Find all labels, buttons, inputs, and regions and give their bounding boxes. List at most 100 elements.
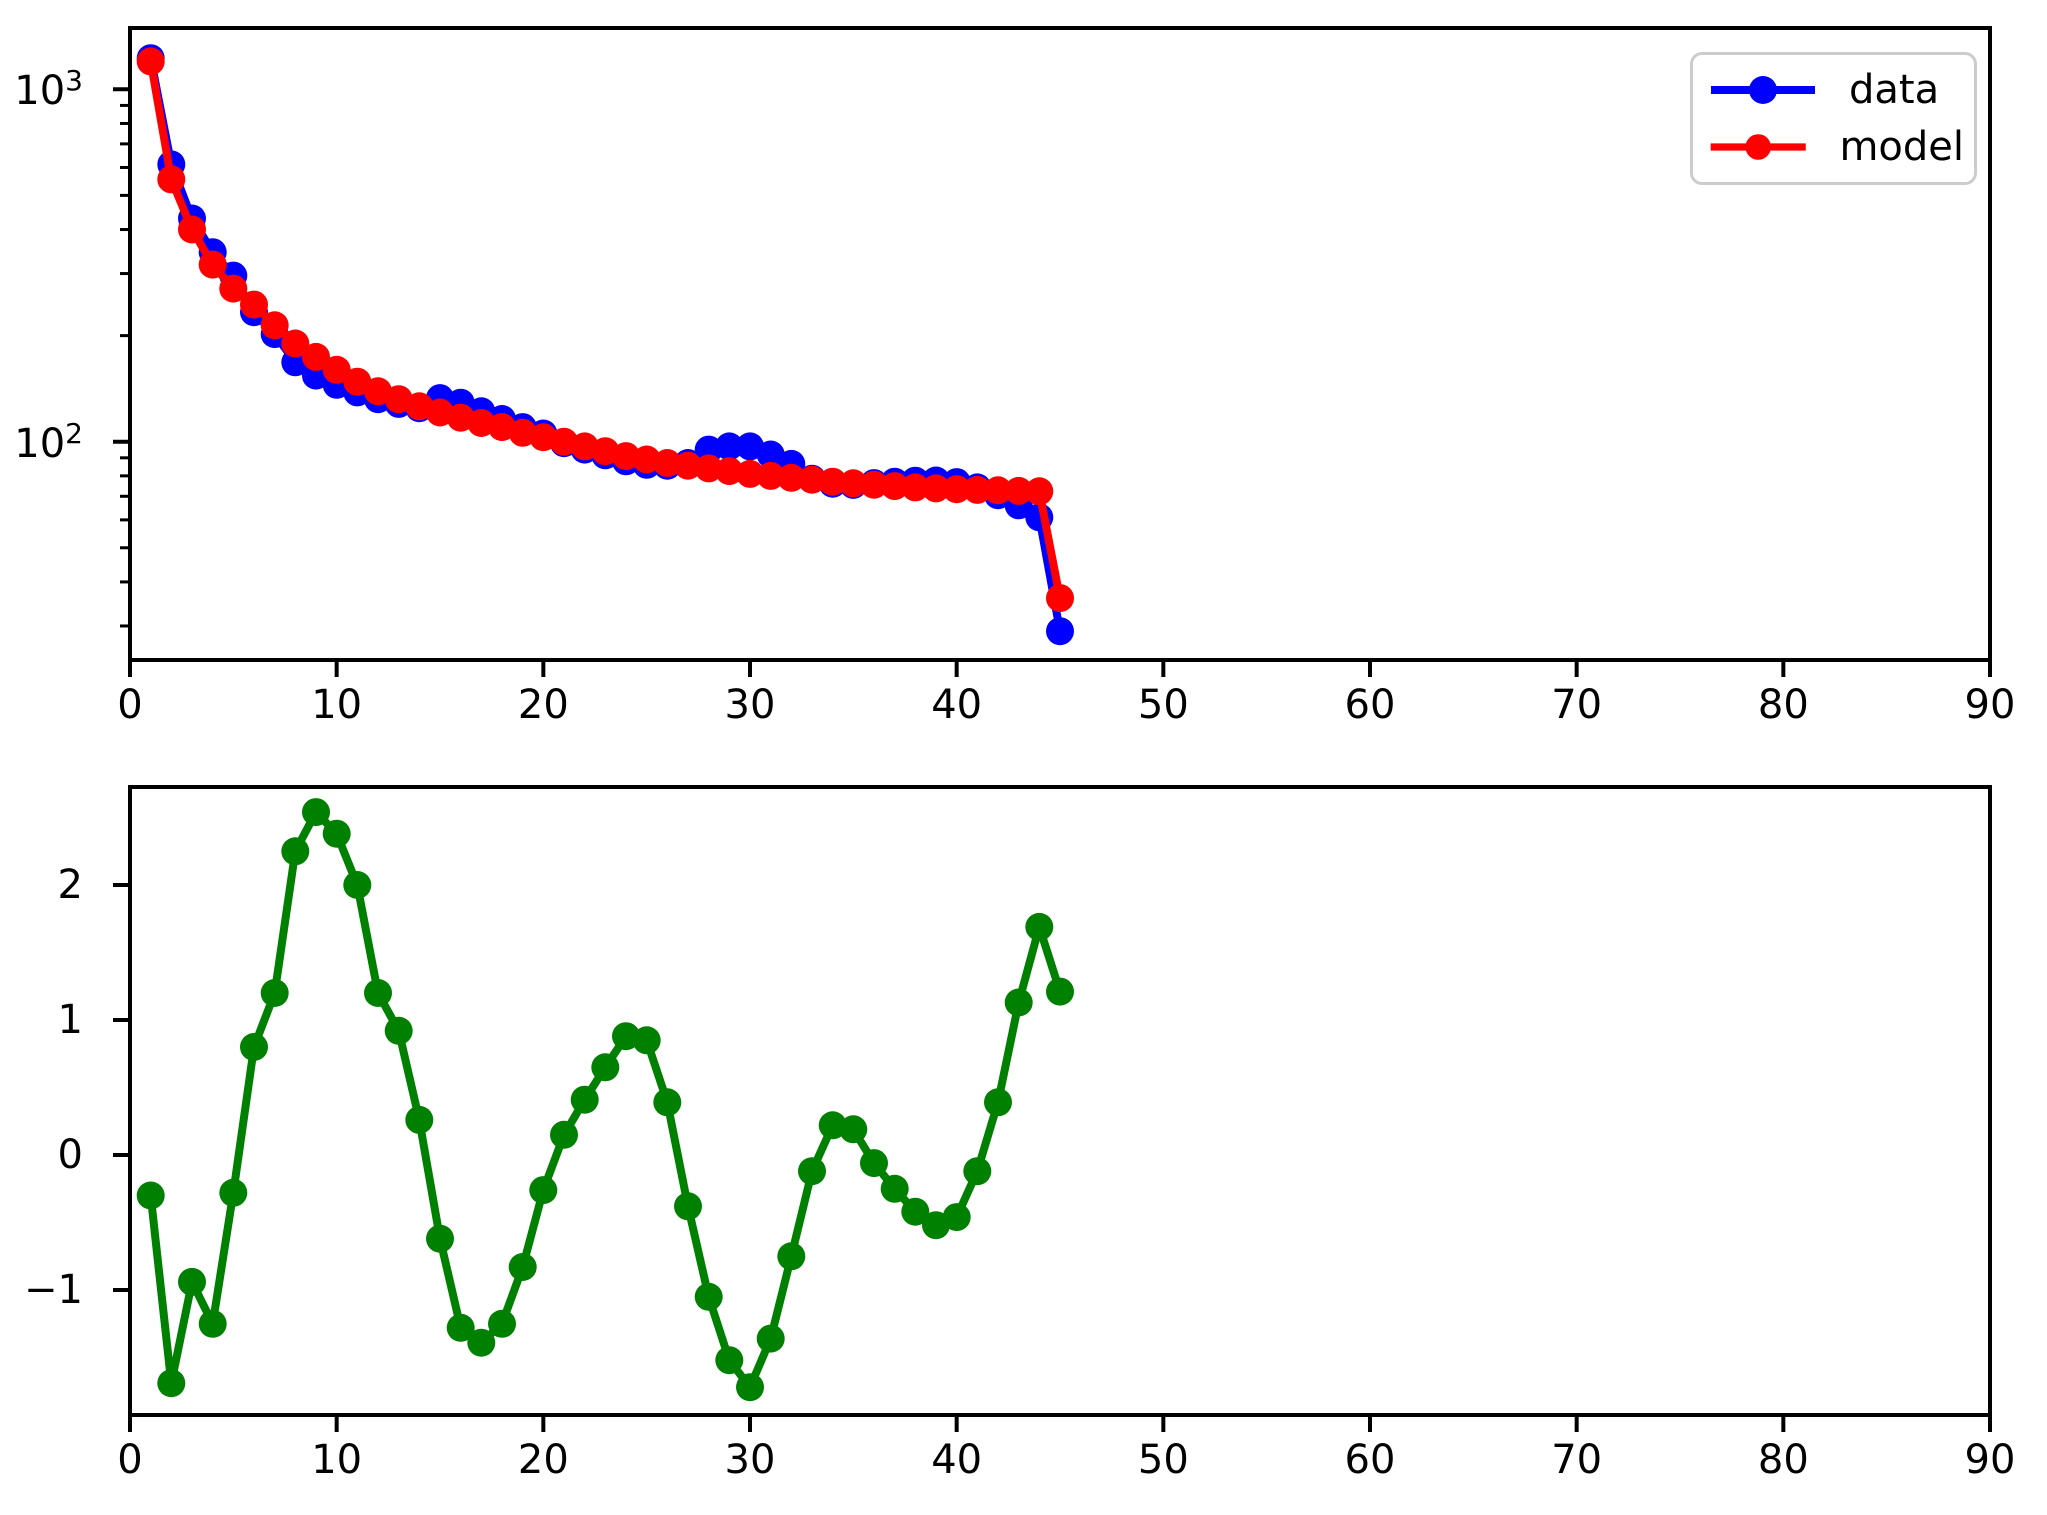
legend-entry-data: data	[1707, 64, 1964, 116]
model-series-marker	[839, 469, 868, 498]
residuals-series-marker	[756, 1324, 785, 1353]
residuals-series-marker	[136, 1181, 165, 1210]
residuals-series-marker	[467, 1328, 496, 1357]
model-series-marker	[157, 165, 186, 194]
model-series-sample-icon	[1710, 134, 1806, 161]
bottom-x-tick-label: 80	[1757, 1437, 1809, 1483]
residuals-series-marker	[1046, 977, 1074, 1006]
residuals-series-marker	[364, 979, 392, 1007]
model-series-marker	[1025, 477, 1054, 506]
residuals-series-marker	[384, 1016, 413, 1045]
model-series-marker	[777, 463, 806, 492]
model-series-marker	[612, 442, 640, 471]
model-series-marker	[756, 461, 785, 490]
top-x-tick-label: 30	[724, 682, 776, 728]
legend-label-data: data	[1849, 66, 1940, 113]
model-series-marker	[467, 409, 496, 437]
bottom-y-tick-label: 0	[57, 1132, 83, 1178]
residuals-series-marker	[240, 1033, 268, 1061]
residuals-series-marker	[322, 819, 351, 848]
residuals-series-marker	[880, 1174, 909, 1203]
residuals-series-marker	[963, 1157, 992, 1186]
residuals-series-marker	[529, 1176, 558, 1205]
top-x-tick-label: 60	[1344, 682, 1396, 728]
residuals-series-marker	[591, 1053, 620, 1082]
residuals-series-marker	[260, 979, 289, 1007]
bottom-x-tick-label: 40	[931, 1437, 983, 1483]
model-series-marker	[880, 472, 909, 501]
model-series-marker	[653, 449, 682, 477]
model-series-marker	[260, 311, 289, 340]
bottom-x-tick-label: 60	[1344, 1437, 1396, 1483]
residuals-series-marker	[219, 1178, 248, 1207]
top-y-tick-label: 103	[14, 64, 83, 115]
model-series-marker	[1004, 476, 1033, 505]
model-series-marker	[198, 250, 227, 279]
bottom-x-tick-label: 0	[117, 1437, 143, 1483]
bottom-x-tick-label: 90	[1964, 1437, 2016, 1483]
legend-label-model: model	[1839, 124, 1964, 171]
bottom-y-tick-label: −1	[24, 1267, 83, 1313]
residuals-series-marker	[860, 1149, 888, 1178]
residuals-series-marker	[984, 1088, 1012, 1117]
model-series-marker	[322, 355, 351, 384]
data-series-sample-icon	[1711, 75, 1815, 104]
model-series-marker	[694, 454, 723, 483]
bottom-x-tick-label: 70	[1551, 1437, 1603, 1483]
model-series-marker	[178, 215, 206, 244]
residuals-series-marker	[302, 798, 330, 827]
bottom-x-tick-label: 30	[724, 1437, 776, 1483]
legend: data model	[1690, 52, 1977, 185]
model-series-marker	[302, 342, 330, 371]
residuals-series-marker	[198, 1309, 227, 1338]
residuals-series-marker	[632, 1026, 661, 1055]
model-series-marker	[860, 470, 888, 499]
model-series-marker	[219, 274, 248, 303]
data-series-marker	[1046, 617, 1074, 646]
top-x-tick-label: 20	[517, 682, 569, 728]
residuals-series-marker	[694, 1282, 723, 1311]
residuals-series-marker	[157, 1369, 186, 1398]
model-series-marker	[715, 457, 744, 486]
bottom-x-tick-label: 10	[311, 1437, 363, 1483]
model-series-marker	[281, 329, 310, 358]
residuals-series-marker	[1025, 912, 1054, 941]
residuals-series-marker	[570, 1085, 599, 1114]
residuals-series-marker	[798, 1157, 826, 1186]
residuals-series-marker	[777, 1242, 806, 1271]
model-series-marker	[818, 467, 847, 496]
top-x-tick-label: 0	[117, 682, 143, 728]
residuals-series-marker	[178, 1267, 206, 1296]
bottom-y-tick-label: 2	[57, 862, 83, 908]
residuals-series-marker	[612, 1022, 640, 1051]
model-series-marker	[240, 290, 268, 319]
residuals-series-marker	[281, 837, 310, 866]
top-x-tick-label: 90	[1964, 682, 2016, 728]
top-x-tick-label: 70	[1551, 682, 1603, 728]
bottom-x-tick-label: 50	[1137, 1437, 1189, 1483]
model-series-marker	[963, 475, 992, 504]
top-x-tick-label: 50	[1137, 682, 1189, 728]
model-series-marker	[136, 47, 165, 76]
residuals-series-marker	[508, 1253, 537, 1281]
residuals-series-marker	[343, 871, 372, 899]
top-y-tick-label: 102	[14, 416, 83, 467]
model-series-marker	[674, 451, 702, 480]
model-series-marker	[632, 445, 661, 474]
top-x-tick-label: 80	[1757, 682, 1809, 728]
residuals-series-marker	[1004, 988, 1033, 1017]
residuals-series-marker	[839, 1115, 868, 1144]
residuals-series-marker	[674, 1192, 702, 1221]
residuals-series-marker	[715, 1346, 744, 1375]
top-x-tick-label: 40	[931, 682, 983, 728]
model-series-marker	[942, 475, 971, 504]
bottom-x-tick-label: 20	[517, 1437, 569, 1483]
model-series-marker	[798, 465, 826, 494]
data-series-marker	[715, 432, 744, 461]
legend-entry-model: model	[1707, 121, 1964, 173]
residuals-series-marker	[736, 1373, 764, 1402]
residuals-series-marker	[426, 1224, 454, 1253]
model-series-marker	[901, 473, 930, 502]
